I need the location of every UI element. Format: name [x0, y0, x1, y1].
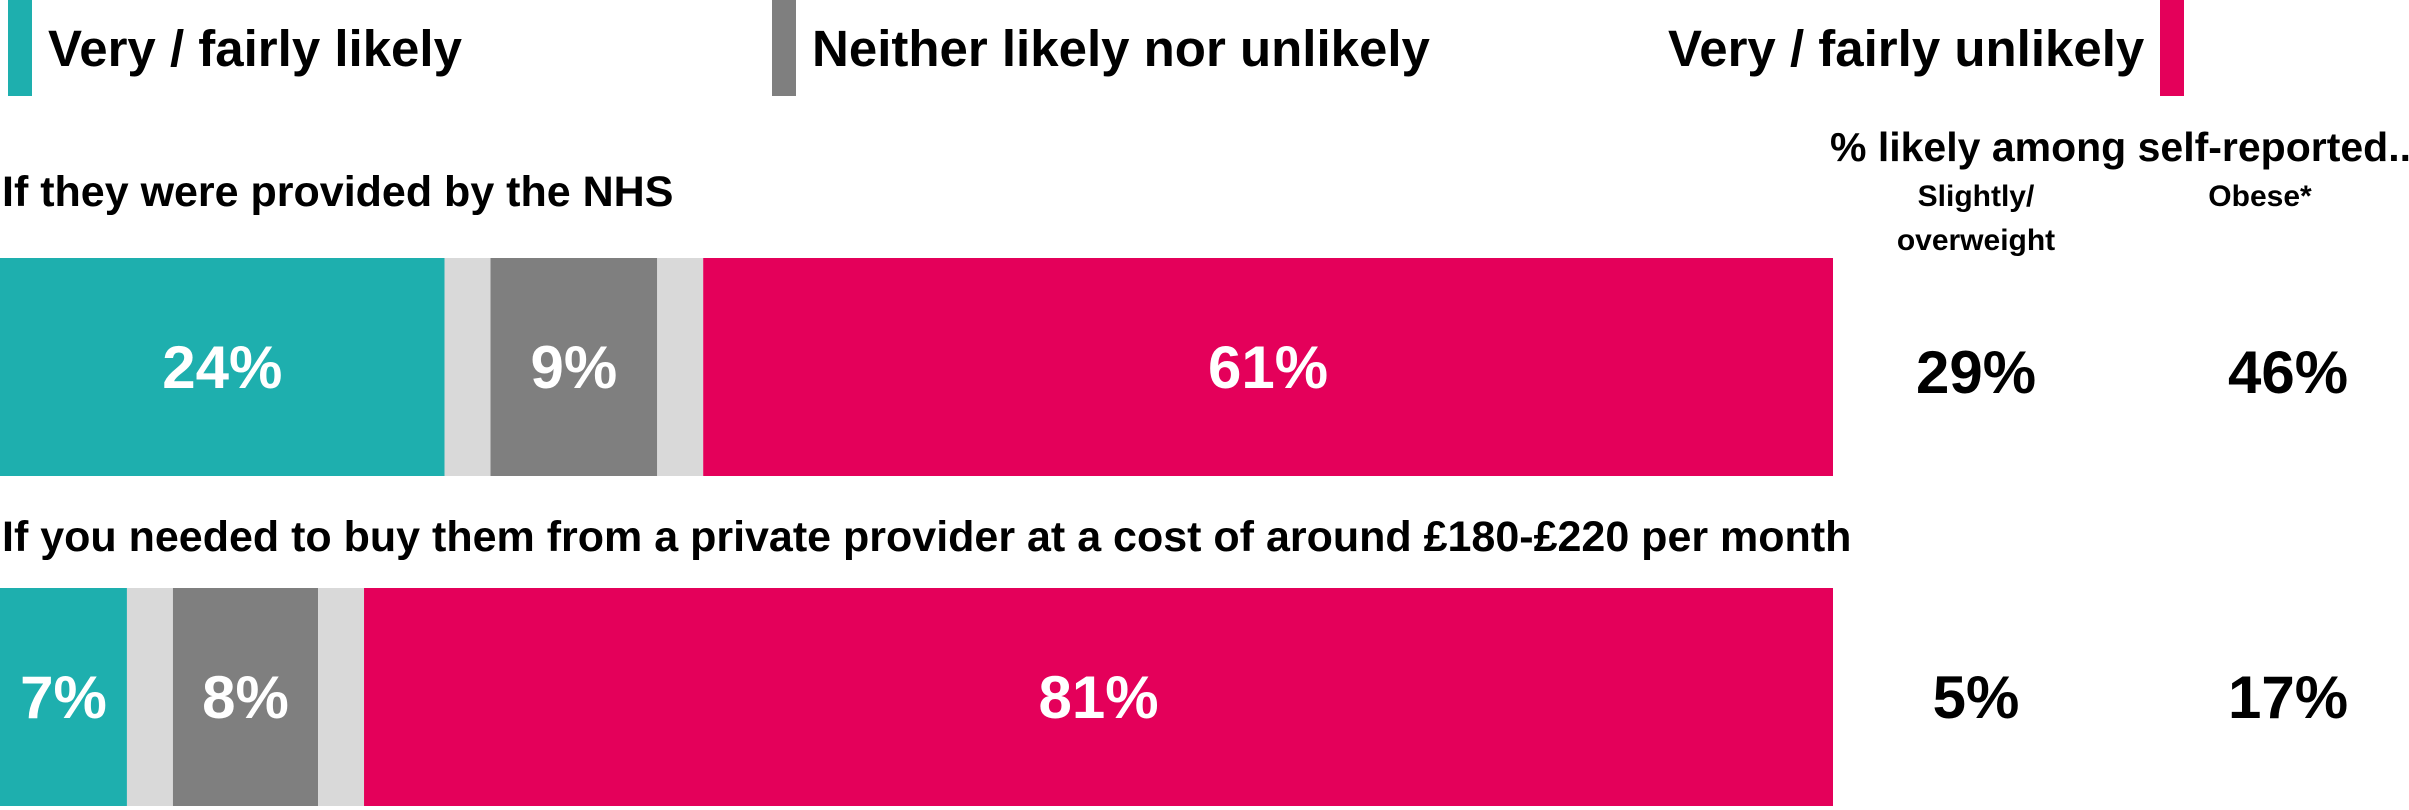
question-label-private: If you needed to buy them from a private… [2, 513, 1852, 561]
bar-segment-row1-unlikely [703, 258, 1833, 476]
side-panel-title: % likely among self-reported... [1830, 124, 2409, 170]
bar-segment-row1-neither [490, 258, 658, 476]
legend-label-neither: Neither likely nor unlikely [812, 19, 1430, 77]
bar-segment-row1-likely [0, 258, 445, 476]
question-label-nhs: If they were provided by the NHS [2, 168, 674, 216]
side-value-private-overweight: 5% [1932, 664, 2020, 731]
side-col-header-obese: Obese* [2208, 180, 2312, 213]
bar-gap-row2-2 [318, 588, 365, 806]
side-value-nhs-obese: 46% [2227, 339, 2349, 406]
legend-label-unlikely: Very / fairly unlikely [1668, 19, 2145, 77]
side-col-header-overweight: Slightly/ overweight [1896, 180, 2056, 257]
legend-item-likely: Very / fairly likely [8, 0, 462, 96]
data-label-row2-neither: 8% [202, 664, 289, 731]
data-label-row1-neither: 9% [530, 334, 617, 401]
legend-item-unlikely: Very / fairly unlikely [1668, 0, 2185, 96]
data-label-row2-likely: 7% [20, 664, 107, 731]
bar-gap-row1-2 [657, 258, 704, 476]
side-value-nhs-overweight: 29% [1915, 339, 2037, 406]
bar-segment-row2-unlikely [364, 588, 1833, 806]
legend-swatch-neither [772, 0, 796, 96]
data-label-row2-unlikely: 81% [1038, 664, 1158, 731]
side-value-private-obese: 17% [2227, 664, 2349, 731]
bar-gap-row1-1 [444, 258, 491, 476]
bar-gap-row2-1 [126, 588, 173, 806]
bar-segment-row2-neither [172, 588, 319, 806]
legend-swatch-unlikely [2160, 0, 2185, 96]
stacked-bar-chart: 24% 9% 61% 7% 8% 81% [0, 258, 1833, 806]
data-label-row1-unlikely: 61% [1208, 334, 1328, 401]
legend: Very / fairly likely Neither likely nor … [0, 0, 2409, 100]
legend-label-likely: Very / fairly likely [48, 19, 462, 77]
data-label-row1-likely: 24% [162, 334, 282, 401]
legend-swatch-likely [8, 0, 32, 96]
bar-segment-row2-likely [0, 588, 127, 806]
legend-item-neither: Neither likely nor unlikely [772, 0, 1430, 96]
